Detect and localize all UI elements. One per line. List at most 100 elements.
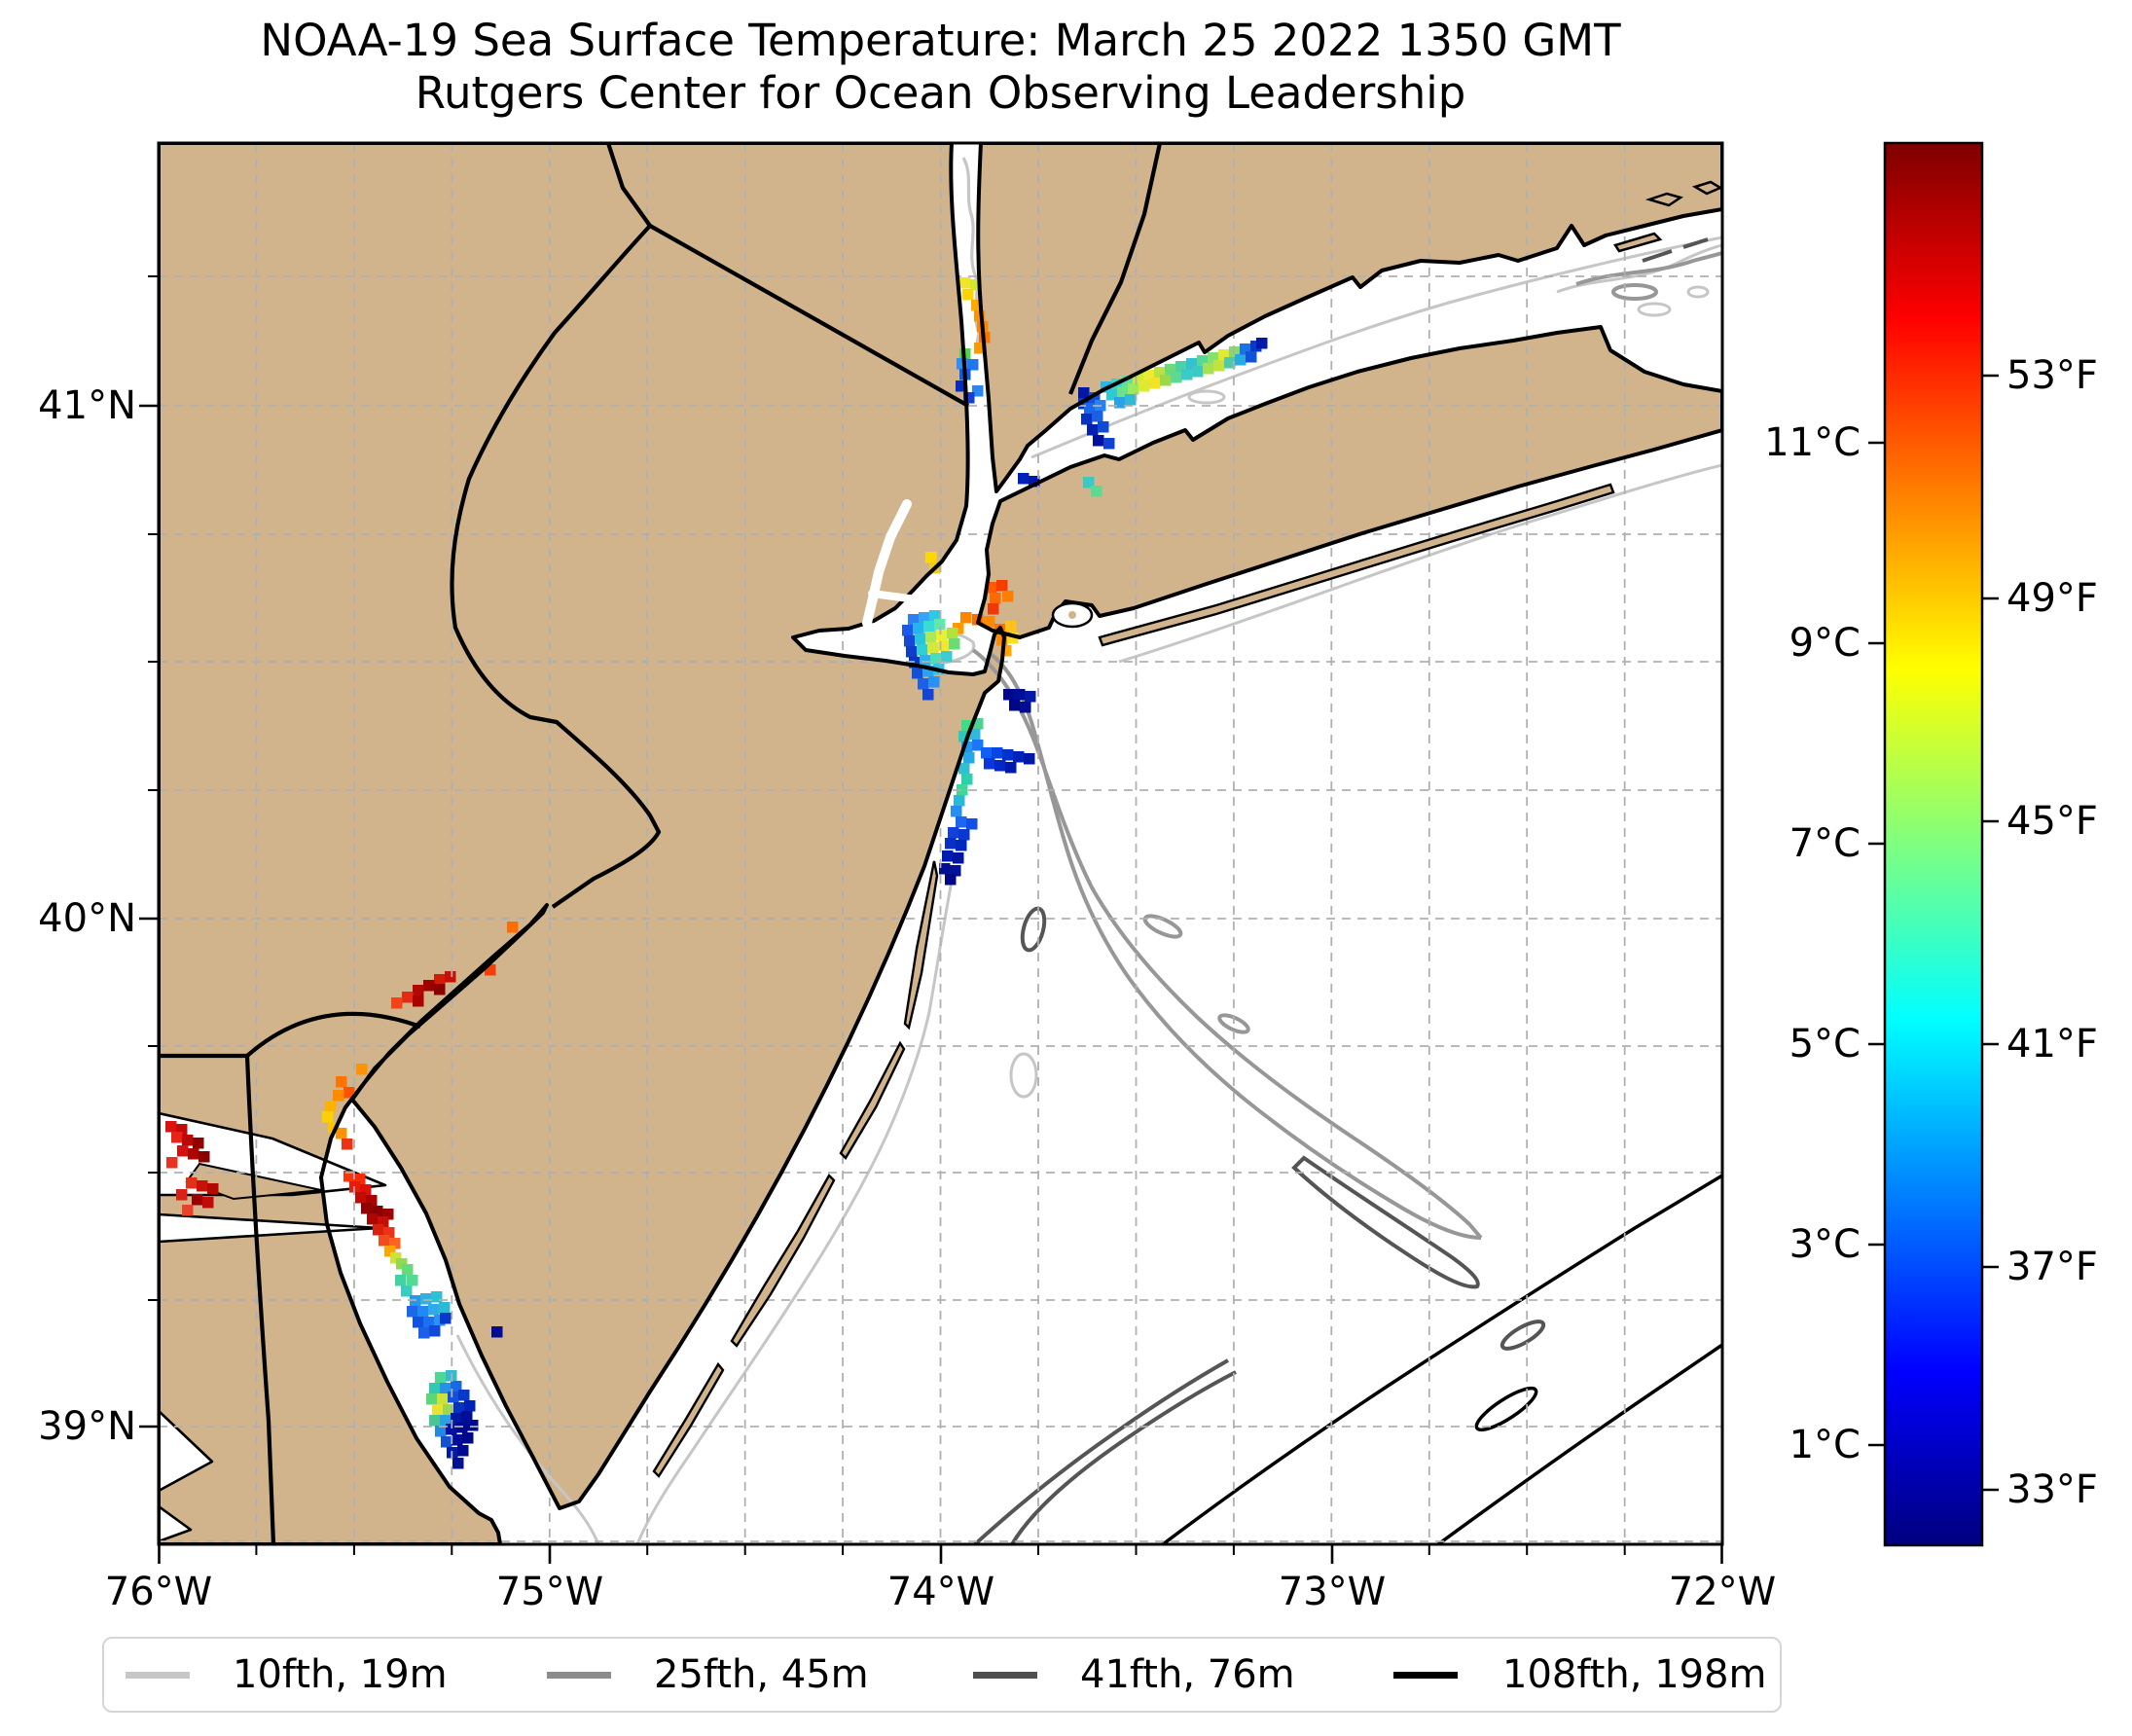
sst-pixel (938, 640, 950, 652)
sst-pixel (996, 580, 1008, 592)
sst-pixel (435, 1426, 447, 1437)
sst-pixel (166, 1157, 178, 1169)
cbar-7c: 7°C (1789, 821, 1861, 866)
sst-pixel (966, 818, 978, 830)
sst-pixel (1114, 397, 1126, 409)
sst-pixel (418, 1327, 430, 1339)
figure-title-line1: NOAA-19 Sea Surface Temperature: March 2… (260, 15, 1621, 66)
sst-pixel (904, 635, 916, 647)
sst-pixel (908, 614, 920, 626)
sst-pixel (961, 720, 973, 732)
graticule (159, 143, 1722, 1544)
sst-pixel (435, 1372, 447, 1384)
sst-pixel (1089, 392, 1101, 404)
sst-pixel (1240, 344, 1251, 355)
sst-pixel (928, 676, 940, 688)
depth-legend: 10fth, 19m 25fth, 45m 41fth, 76m 108fth,… (102, 1637, 1782, 1713)
sst-pixel (939, 863, 951, 875)
sst-pixel (322, 1111, 334, 1123)
sst-pixel (962, 289, 974, 301)
axis-ticks-minor (148, 275, 1626, 1555)
sst-pixel (485, 964, 496, 976)
sst-pixel (948, 827, 959, 839)
sst-pixel (182, 1135, 194, 1146)
sst-pixel (423, 980, 435, 992)
jamaica-bay-island (1068, 611, 1076, 619)
state-borders (159, 143, 1163, 1544)
sst-pixel (434, 974, 446, 986)
sst-pixel (343, 1171, 355, 1182)
sst-pixel (984, 758, 995, 770)
sst-pixel (417, 1306, 429, 1318)
figure-title-line2: Rutgers Center for Ocean Observing Leade… (415, 67, 1466, 119)
sst-pixel (428, 1304, 440, 1316)
sst-pixel (1009, 700, 1021, 711)
sst-pixel (1098, 421, 1109, 433)
sst-pixel (355, 1192, 367, 1204)
sst-pixel (1106, 389, 1118, 401)
sst-pixel (434, 1315, 446, 1326)
sst-pixel (1103, 438, 1115, 450)
cbar-45f: 45°F (2006, 799, 2098, 844)
sst-pixel (176, 1124, 188, 1136)
sst-pixel (420, 1293, 432, 1305)
sst-pixel (1024, 753, 1035, 765)
sst-pixel (1165, 364, 1176, 376)
sst-pixel (1218, 349, 1230, 361)
sst-pixel (491, 1326, 503, 1338)
sst-pixel (961, 774, 973, 785)
x-tick-72w: 72°W (1668, 1570, 1777, 1614)
sst-pixel (395, 1275, 407, 1286)
sst-pixel (923, 621, 935, 633)
legend-label-41fth: 41fth, 76m (1080, 1652, 1295, 1697)
x-tick-73w: 73°W (1278, 1570, 1387, 1614)
sst-pixel (336, 1128, 347, 1139)
sst-pixel (193, 1138, 204, 1149)
sst-pixel (1020, 702, 1031, 713)
sst-pixel (396, 1258, 408, 1270)
y-tick-40n: 40°N (38, 896, 136, 941)
sst-pixel (177, 1145, 189, 1157)
sst-pixel (342, 1139, 353, 1150)
sst-pixel (918, 678, 929, 690)
sst-pixel (1125, 394, 1137, 406)
sst-pixel (958, 829, 970, 841)
sst-pixel (1093, 435, 1104, 447)
sst-pixel (958, 763, 970, 775)
cbar-5c: 5°C (1789, 1022, 1861, 1067)
sst-pixel (1181, 369, 1193, 380)
sst-pixel (1002, 591, 1014, 602)
colorbar (1883, 141, 1984, 1547)
sst-pixel (951, 806, 962, 817)
sst-pixel (464, 1400, 476, 1412)
sst-pixel (360, 1184, 372, 1196)
sst-pixel (988, 603, 999, 615)
sst-pixel (967, 359, 979, 371)
sst-pixel (1029, 476, 1040, 488)
sst-pixel (929, 610, 941, 622)
sst-pixel (1013, 751, 1025, 763)
sst-pixel (1256, 338, 1268, 349)
sst-pixel (984, 616, 995, 628)
sst-pixel (188, 1148, 199, 1160)
sst-pixel (402, 1264, 414, 1276)
sst-pixel (367, 1213, 379, 1225)
sst-pixel (432, 1404, 444, 1416)
sst-pixel (384, 1246, 396, 1257)
sst-pixel (927, 642, 939, 654)
sst-pixel (1078, 387, 1090, 399)
sst-pixel (186, 1177, 198, 1189)
sst-pixel (1122, 376, 1134, 387)
sst-pixel (431, 1291, 443, 1303)
sst-pixel (453, 1402, 465, 1414)
sst-pixel (1224, 357, 1236, 369)
sst-pixel (913, 623, 924, 634)
map-frame (157, 141, 1724, 1546)
axis-ticks-major (139, 404, 1723, 1564)
sst-pixel (912, 668, 923, 679)
sst-pixel (996, 634, 1008, 646)
sst-pixel (1213, 360, 1225, 372)
sst-pixel (354, 1174, 366, 1185)
contour-41fth (973, 237, 1709, 1544)
sst-pixel (461, 1411, 473, 1423)
